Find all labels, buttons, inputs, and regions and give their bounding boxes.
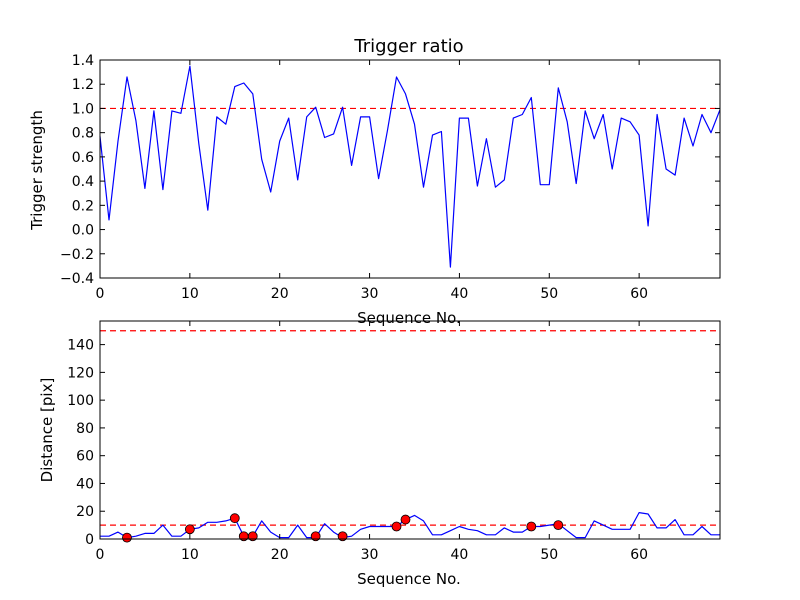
y-tick-label: −0.2	[60, 247, 94, 263]
y-tick-label: 80	[76, 421, 94, 437]
y-tick-label: 60	[76, 449, 94, 465]
y-tick-label: 20	[76, 504, 94, 520]
y-axis-label: Trigger strength	[28, 110, 46, 231]
series-line	[100, 511, 720, 539]
data-point	[229, 513, 240, 524]
x-tick-label: 20	[271, 286, 289, 302]
y-tick-label: 40	[76, 476, 94, 492]
trigger-ratio-chart: Trigger ratio Sequence No. Trigger stren…	[28, 36, 721, 327]
x-tick-label: 50	[540, 286, 558, 302]
data-point	[337, 531, 348, 542]
y-tick-label: 0.6	[72, 150, 94, 166]
data-point	[526, 521, 537, 532]
y-tick-label: 0.8	[72, 126, 94, 142]
x-axis-label: Sequence No.	[357, 309, 461, 327]
data-point	[310, 531, 321, 542]
x-tick-label: 10	[181, 547, 199, 563]
data-point	[184, 524, 195, 535]
x-tick-label: 60	[630, 286, 648, 302]
plot-frame	[99, 320, 721, 540]
y-tick-label: 0.0	[72, 223, 94, 239]
x-axis-label: Sequence No.	[357, 570, 461, 588]
x-tick-label: 0	[96, 547, 105, 563]
y-tick-label: 1.2	[72, 77, 94, 93]
chart-title: Trigger ratio	[353, 36, 463, 57]
x-tick-label: 40	[451, 547, 469, 563]
distance-chart: Sequence No. Distance [pix] 0 10 20 30 40 50 6…	[38, 320, 721, 588]
plot-frame	[99, 59, 721, 279]
y-tick-label: 0.2	[72, 198, 94, 214]
y-tick-label: 120	[67, 365, 94, 381]
y-tick-label: 140	[67, 338, 94, 354]
x-tick-label: 0	[96, 286, 105, 302]
x-tick-label: 30	[361, 547, 379, 563]
y-tick-label: 1.4	[72, 53, 94, 69]
series-line	[99, 65, 721, 268]
data-point	[391, 521, 402, 532]
y-tick-label: −0.4	[60, 271, 94, 287]
data-point	[122, 532, 132, 543]
data-point	[400, 514, 411, 525]
x-tick-label: 20	[271, 547, 289, 563]
x-tick-label: 60	[630, 547, 648, 563]
y-axis-label: Distance [pix]	[38, 378, 56, 483]
y-tick-label: 0.4	[72, 174, 94, 190]
x-tick-label: 40	[451, 286, 469, 302]
y-tick-label: 0	[85, 532, 94, 548]
y-tick-label: 1.0	[72, 101, 94, 117]
y-tick-label: 100	[67, 393, 94, 409]
data-point	[247, 531, 258, 542]
x-tick-label: 50	[540, 547, 558, 563]
x-tick-label: 30	[361, 286, 379, 302]
data-point	[553, 520, 564, 531]
x-tick-label: 10	[181, 286, 199, 302]
